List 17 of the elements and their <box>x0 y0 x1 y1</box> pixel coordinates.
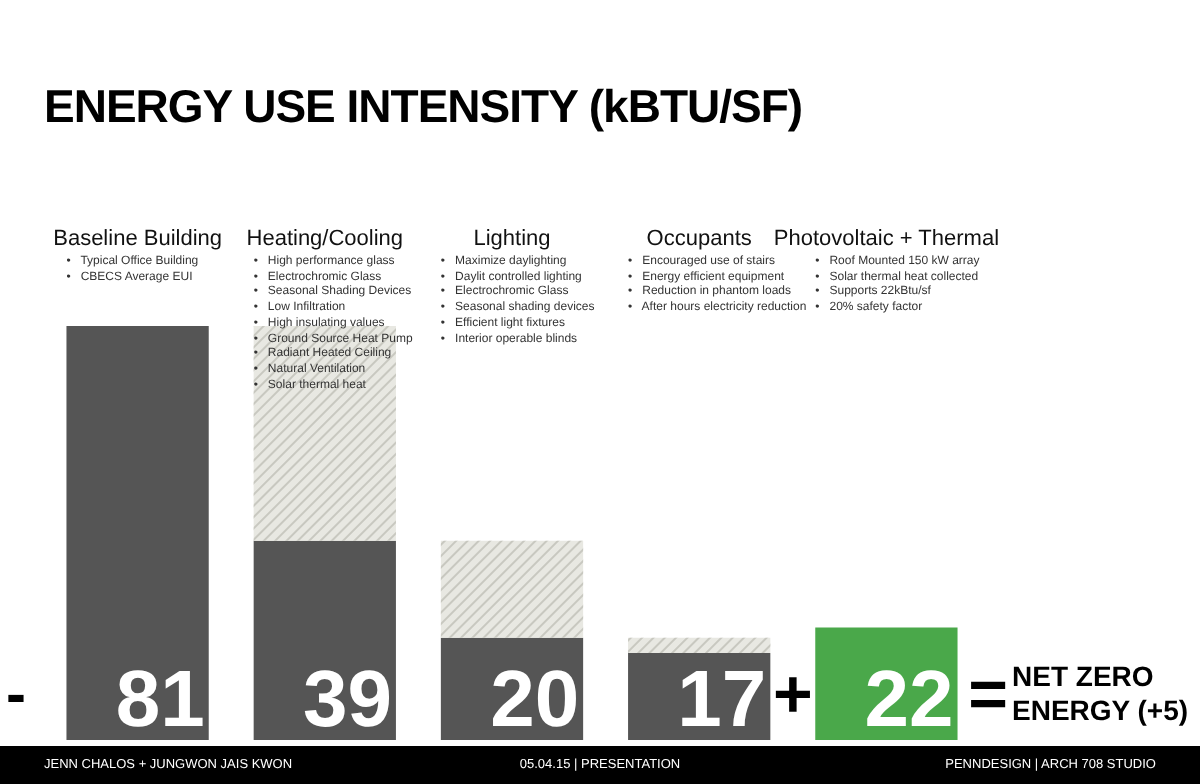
bar <box>253 540 396 740</box>
data-label: 17 <box>677 656 767 744</box>
data-label: 39 <box>302 656 392 744</box>
x-tick-label: Baseline Building <box>53 227 222 251</box>
bar <box>66 326 209 740</box>
text: - <box>6 662 26 730</box>
annotation: + <box>772 657 813 735</box>
annotation: = <box>968 657 1008 735</box>
x-tick-label: Photovoltaic + Thermal <box>773 227 1000 251</box>
chart-title: ENERGY USE INTENSITY (kBTU/SF) <box>44 80 803 134</box>
x-tick-label: Occupants <box>646 227 753 251</box>
data-label: 22 <box>864 656 954 744</box>
x-tick-label: Lighting <box>473 227 551 251</box>
data-label: 81 <box>115 656 205 744</box>
text: NET ZERO ENERGY (+5) <box>1012 660 1189 728</box>
data-label: 20 <box>490 656 580 744</box>
x-tick-label: Heating/Cooling <box>246 227 404 251</box>
